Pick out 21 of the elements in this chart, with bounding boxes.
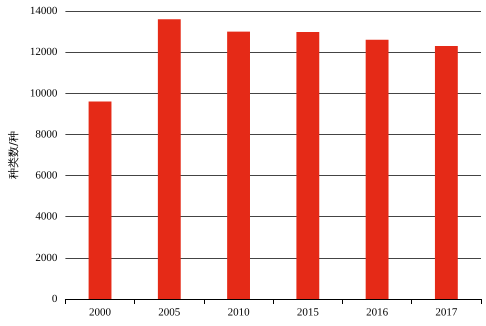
bar	[88, 102, 112, 299]
y-axis-title: 种类数/种	[7, 131, 20, 179]
x-tick-label: 2000	[89, 306, 112, 318]
bar	[158, 19, 181, 299]
x-tick-label: 2010	[228, 306, 250, 318]
y-tick-label: 10000	[30, 87, 58, 100]
x-tick-label: 2017	[435, 306, 458, 318]
y-tick-label: 4000	[35, 210, 58, 223]
bar	[366, 40, 389, 299]
x-tick-label: 2016	[366, 306, 389, 318]
x-tick-label: 2015	[296, 306, 320, 318]
y-tick-label: 2000	[35, 252, 58, 264]
y-tick-label: 6000	[35, 170, 58, 182]
x-tick-label: 2005	[158, 306, 181, 318]
y-tick-label: 12000	[30, 46, 58, 58]
y-tick-label: 14000	[30, 5, 58, 17]
bar	[296, 32, 320, 299]
y-tick-label: 8000	[35, 128, 58, 140]
y-tick-label: 0	[52, 293, 58, 305]
bar	[434, 46, 458, 299]
bar	[227, 32, 250, 299]
